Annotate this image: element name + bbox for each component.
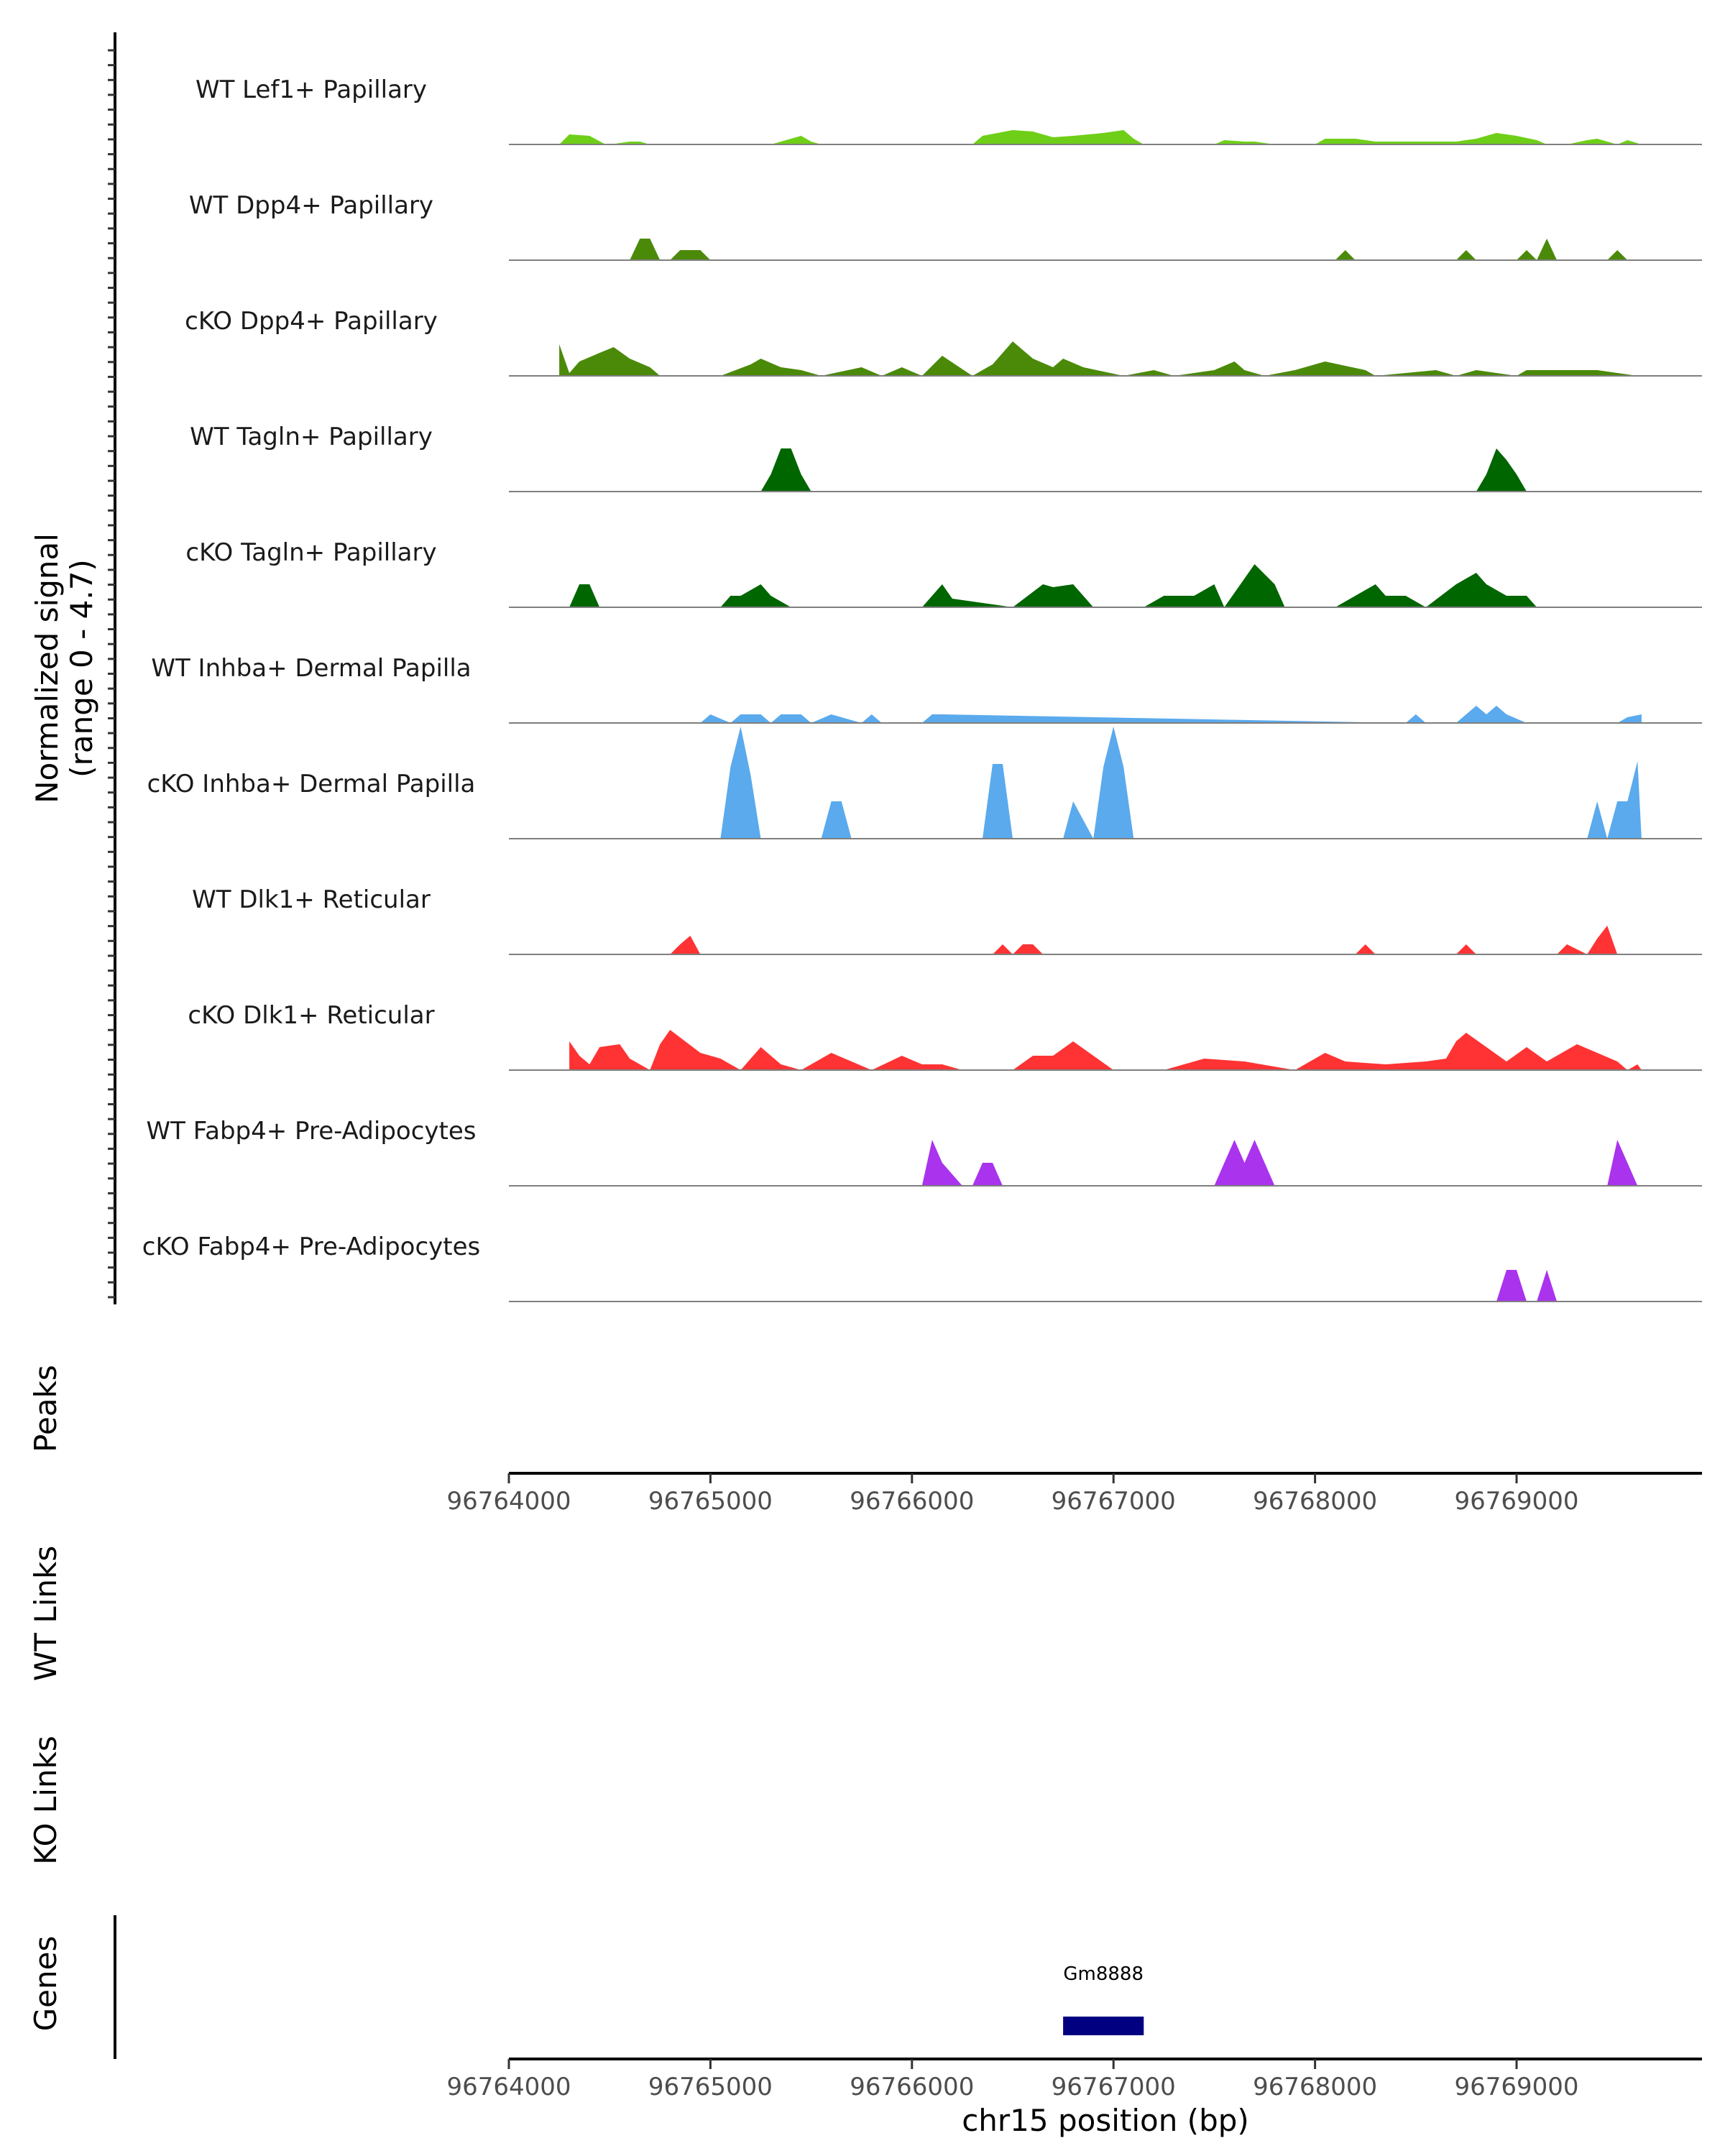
- gene-body: [1063, 2017, 1144, 2035]
- track: WT Fabp4+ Pre-Adipocytes: [147, 1117, 1702, 1187]
- x-axis-tick-label: 96766000: [850, 2073, 974, 2101]
- x-axis-tick-label: 96764000: [446, 2073, 571, 2101]
- track: cKO Tagln+ Papillary: [185, 538, 1702, 608]
- section-label: Genes: [28, 1936, 63, 2032]
- track-area: [630, 239, 1628, 260]
- track-area: [700, 706, 1642, 723]
- signal-axis-range: (range 0 - 4.7): [64, 559, 99, 778]
- track-label: WT Dpp4+ Papillary: [189, 191, 433, 220]
- track-label: cKO Tagln+ Papillary: [185, 538, 436, 567]
- track-label: WT Fabp4+ Pre-Adipocytes: [147, 1117, 477, 1146]
- track-label: cKO Fabp4+ Pre-Adipocytes: [142, 1233, 481, 1261]
- x-axis-tick-label: 96765000: [648, 2073, 773, 2101]
- track: WT Inhba+ Dermal Papilla: [151, 654, 1702, 724]
- x-axis-upper: 96764000 96765000 96766000 96767000 96768000…: [446, 1472, 1702, 1516]
- track-area: [720, 727, 1642, 839]
- x-axis-tick-label: 96768000: [1253, 1487, 1377, 1516]
- x-axis-tick-label: 96769000: [1454, 2073, 1578, 2101]
- x-axis-tick-label: 96768000: [1253, 2073, 1377, 2101]
- track: cKO Fabp4+ Pre-Adipocytes: [142, 1233, 1702, 1302]
- x-axis-tick-label: 96765000: [648, 1487, 773, 1516]
- track-label: WT Lef1+ Papillary: [196, 75, 427, 104]
- track-area: [569, 1030, 1642, 1070]
- track: cKO Dlk1+ Reticular: [188, 1001, 1702, 1071]
- signal-axis-label: Normalized signal: [29, 533, 65, 803]
- x-axis-tick-label: 96767000: [1052, 1487, 1176, 1516]
- x-axis-tick-label: 96767000: [1052, 2073, 1176, 2101]
- x-axis-title: chr15 position (bp): [962, 2103, 1249, 2138]
- track-label: cKO Inhba+ Dermal Papilla: [147, 770, 476, 798]
- track: cKO Dpp4+ Papillary: [185, 307, 1702, 377]
- track-area: [569, 564, 1537, 607]
- section-label: KO Links: [28, 1736, 63, 1865]
- track: WT Dpp4+ Papillary: [189, 191, 1702, 261]
- track-label: cKO Dlk1+ Reticular: [188, 1001, 434, 1030]
- section-label: WT Links: [28, 1546, 63, 1681]
- track-label: WT Inhba+ Dermal Papilla: [151, 654, 471, 683]
- signal-axis: Normalized signal (range 0 - 4.7): [29, 32, 116, 1304]
- track: WT Dlk1+ Reticular: [192, 885, 1702, 955]
- section-label: Peaks: [28, 1365, 63, 1452]
- track-area: [559, 341, 1638, 376]
- track-area: [760, 448, 1527, 492]
- coverage-tracks: WT Lef1+ Papillary WT Dpp4+ Papillary cKO …: [142, 75, 1702, 1302]
- track-label: cKO Dpp4+ Papillary: [185, 307, 438, 336]
- track: WT Lef1+ Papillary: [196, 75, 1702, 145]
- section-labels: Peaks WT Links KO Links Genes: [28, 1365, 63, 2031]
- track-label: WT Tagln+ Papillary: [190, 423, 433, 451]
- x-axis-lower: 96764000 96765000 96766000 96767000 96768000…: [446, 2058, 1702, 2101]
- track-area: [670, 926, 1618, 954]
- gene-label: Gm8888: [1063, 1963, 1144, 1985]
- track-area: [559, 130, 1642, 144]
- x-axis-tick-label: 96764000: [446, 1487, 571, 1516]
- track: WT Tagln+ Papillary: [190, 423, 1702, 492]
- gene-track: Gm8888: [114, 1915, 1144, 2059]
- track-area: [1496, 1270, 1558, 1302]
- track-area: [921, 1140, 1638, 1186]
- x-axis-tick-label: 96769000: [1454, 1487, 1578, 1516]
- track-label: WT Dlk1+ Reticular: [192, 885, 431, 914]
- track: cKO Inhba+ Dermal Papilla: [147, 727, 1702, 839]
- x-axis-tick-label: 96766000: [850, 1487, 974, 1516]
